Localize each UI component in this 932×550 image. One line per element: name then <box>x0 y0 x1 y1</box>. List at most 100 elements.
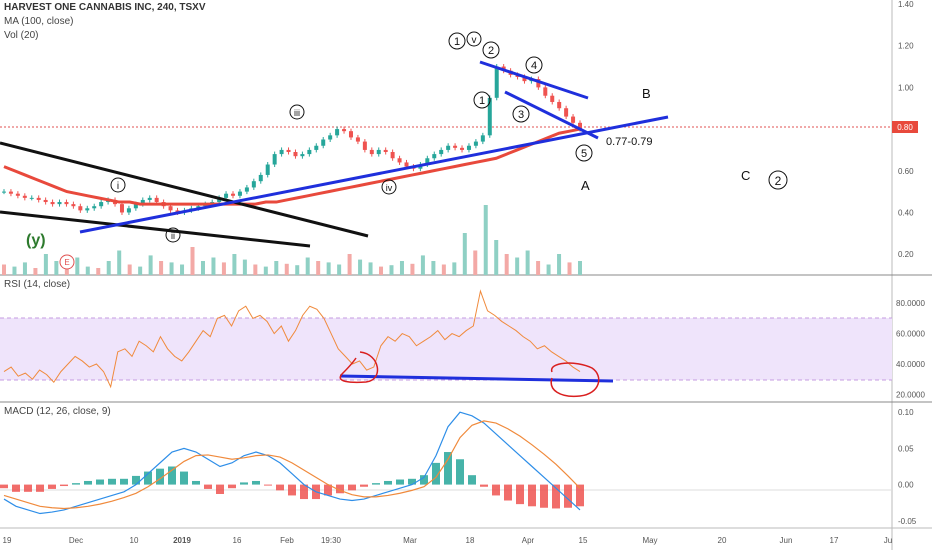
candle-body[interactable] <box>328 135 333 140</box>
volume-bar[interactable] <box>295 265 300 275</box>
macd-histogram-bar[interactable] <box>516 484 524 505</box>
volume-bar[interactable] <box>326 262 331 275</box>
macd-histogram-bar[interactable] <box>348 484 356 491</box>
candle-body[interactable] <box>362 141 367 150</box>
candle-body[interactable] <box>265 164 270 175</box>
rsi-red-circle-left[interactable] <box>339 351 379 384</box>
blue-wedge-upper[interactable] <box>479 60 589 100</box>
candle-body[interactable] <box>307 149 312 155</box>
volume-bar[interactable] <box>379 266 384 275</box>
macd-histogram-bar[interactable] <box>180 471 188 485</box>
volume-bar[interactable] <box>494 240 499 275</box>
candle-body[interactable] <box>404 162 409 167</box>
volume-bar[interactable] <box>190 247 195 275</box>
candle-body[interactable] <box>543 87 548 96</box>
macd-histogram-bar[interactable] <box>300 484 308 500</box>
volume-bar[interactable] <box>12 266 17 275</box>
black-trendline-lower[interactable] <box>0 210 311 248</box>
macd-histogram-bar[interactable] <box>456 459 464 485</box>
candle-body[interactable] <box>119 204 124 213</box>
candle-body[interactable] <box>439 149 444 155</box>
candle-body[interactable] <box>126 208 131 213</box>
macd-histogram-bar[interactable] <box>144 471 152 485</box>
macd-histogram-bar[interactable] <box>12 484 20 492</box>
volume-bar[interactable] <box>200 261 205 275</box>
candle-body[interactable] <box>133 204 138 209</box>
volume-bar[interactable] <box>316 261 321 275</box>
macd-histogram-bar[interactable] <box>336 484 344 494</box>
volume-bar[interactable] <box>410 263 415 275</box>
volume-bar[interactable] <box>431 261 436 275</box>
macd-histogram-bar[interactable] <box>480 484 488 487</box>
volume-bar[interactable] <box>43 254 48 275</box>
volume-bar[interactable] <box>85 266 90 275</box>
candle-body[interactable] <box>480 135 485 142</box>
candle-body[interactable] <box>300 154 305 157</box>
volume-bar[interactable] <box>452 262 457 275</box>
volume-bar[interactable] <box>337 264 342 276</box>
macd-histogram-bar[interactable] <box>360 484 368 487</box>
volume-bar[interactable] <box>305 257 310 276</box>
volume-bar[interactable] <box>557 254 562 275</box>
volume-bar[interactable] <box>96 268 101 275</box>
candle-body[interactable] <box>92 206 97 209</box>
volume-bar[interactable] <box>578 261 582 275</box>
macd-histogram-bar[interactable] <box>216 484 224 494</box>
candle-body[interactable] <box>473 141 478 146</box>
volume-bar[interactable] <box>127 264 132 276</box>
volume-bar[interactable] <box>536 261 541 275</box>
candle-body[interactable] <box>224 193 229 198</box>
volume-bar[interactable] <box>232 254 237 275</box>
volume-bar[interactable] <box>2 264 6 276</box>
ma-legend[interactable]: MA (100, close) <box>4 16 74 27</box>
volume-bar[interactable] <box>420 255 425 275</box>
candle-body[interactable] <box>369 149 374 155</box>
macd-histogram-bar[interactable] <box>552 484 560 509</box>
volume-bar[interactable] <box>180 264 185 276</box>
blue-trendline-main[interactable] <box>79 115 669 234</box>
candle-body[interactable] <box>244 187 249 192</box>
candle-body[interactable] <box>432 154 437 159</box>
candle-body[interactable] <box>147 197 152 200</box>
candle-body[interactable] <box>258 174 263 182</box>
candle-body[interactable] <box>571 116 576 123</box>
macd-histogram-bar[interactable] <box>108 478 116 485</box>
candle-body[interactable] <box>22 195 27 198</box>
macd-histogram-bar[interactable] <box>408 478 416 485</box>
volume-bar[interactable] <box>389 265 394 275</box>
macd-histogram-bar[interactable] <box>192 480 200 485</box>
candle-body[interactable] <box>251 181 256 188</box>
macd-histogram-bar[interactable] <box>96 479 104 485</box>
macd-histogram-bar[interactable] <box>204 484 212 489</box>
candle-body[interactable] <box>57 202 62 205</box>
macd-histogram-bar[interactable] <box>384 480 392 485</box>
candle-body[interactable] <box>335 129 340 136</box>
volume-bar[interactable] <box>274 261 279 275</box>
macd-histogram-bar[interactable] <box>72 483 80 485</box>
candle-body[interactable] <box>460 147 465 150</box>
volume-bar[interactable] <box>525 250 530 276</box>
blue-wedge-lower[interactable] <box>504 90 599 140</box>
candle-body[interactable] <box>8 191 13 194</box>
candle-body[interactable] <box>446 145 451 150</box>
volume-bar[interactable] <box>462 233 467 275</box>
volume-bar[interactable] <box>567 262 572 275</box>
volume-bar[interactable] <box>22 262 27 275</box>
candle-body[interactable] <box>578 122 582 130</box>
macd-histogram-bar[interactable] <box>48 484 56 489</box>
candle-body[interactable] <box>272 154 277 165</box>
volume-bar[interactable] <box>546 264 551 276</box>
candle-body[interactable] <box>15 193 20 196</box>
macd-legend[interactable]: MACD (12, 26, close, 9) <box>4 406 111 417</box>
macd-histogram-bar[interactable] <box>84 480 92 485</box>
candle-body[interactable] <box>64 202 69 205</box>
volume-bar[interactable] <box>368 262 373 275</box>
candle-body[interactable] <box>425 158 430 165</box>
macd-histogram-bar[interactable] <box>420 475 428 485</box>
rsi-line[interactable] <box>3 289 581 389</box>
macd-line[interactable] <box>3 411 581 515</box>
candle-body[interactable] <box>557 101 562 109</box>
macd-histogram-bar[interactable] <box>432 462 440 485</box>
volume-bar[interactable] <box>284 263 289 275</box>
